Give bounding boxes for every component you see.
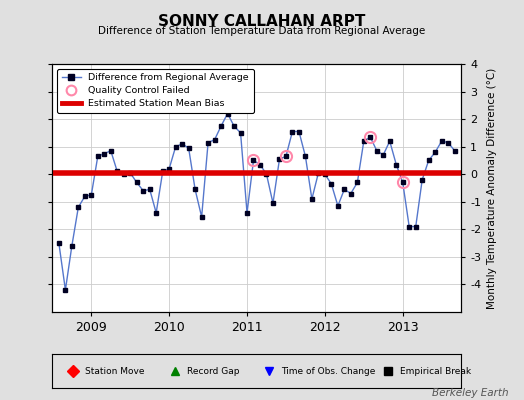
Text: SONNY CALLAHAN ARPT: SONNY CALLAHAN ARPT xyxy=(158,14,366,29)
Text: Station Move: Station Move xyxy=(85,366,145,376)
Text: Time of Obs. Change: Time of Obs. Change xyxy=(281,366,376,376)
Legend: Difference from Regional Average, Quality Control Failed, Estimated Station Mean: Difference from Regional Average, Qualit… xyxy=(57,69,254,113)
Text: Record Gap: Record Gap xyxy=(187,366,240,376)
Text: Difference of Station Temperature Data from Regional Average: Difference of Station Temperature Data f… xyxy=(99,26,425,36)
Text: Empirical Break: Empirical Break xyxy=(400,366,471,376)
Text: Berkeley Earth: Berkeley Earth xyxy=(432,388,508,398)
Y-axis label: Monthly Temperature Anomaly Difference (°C): Monthly Temperature Anomaly Difference (… xyxy=(487,67,497,309)
